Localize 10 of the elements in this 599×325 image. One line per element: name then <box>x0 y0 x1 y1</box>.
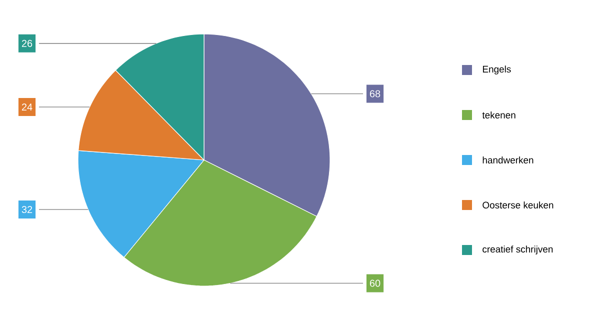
legend-label: handwerken <box>482 156 534 164</box>
data-label: 60 <box>370 280 380 287</box>
data-label: 26 <box>22 40 32 47</box>
legend-label: creatief schrijven <box>482 246 553 254</box>
data-label: 24 <box>22 104 32 111</box>
legend-label: tekenen <box>482 112 516 118</box>
legend-label: Oosterse keuken <box>482 202 554 208</box>
data-label: 68 <box>370 90 380 98</box>
data-label: 32 <box>22 206 32 214</box>
legend-label: Engels <box>482 66 511 74</box>
